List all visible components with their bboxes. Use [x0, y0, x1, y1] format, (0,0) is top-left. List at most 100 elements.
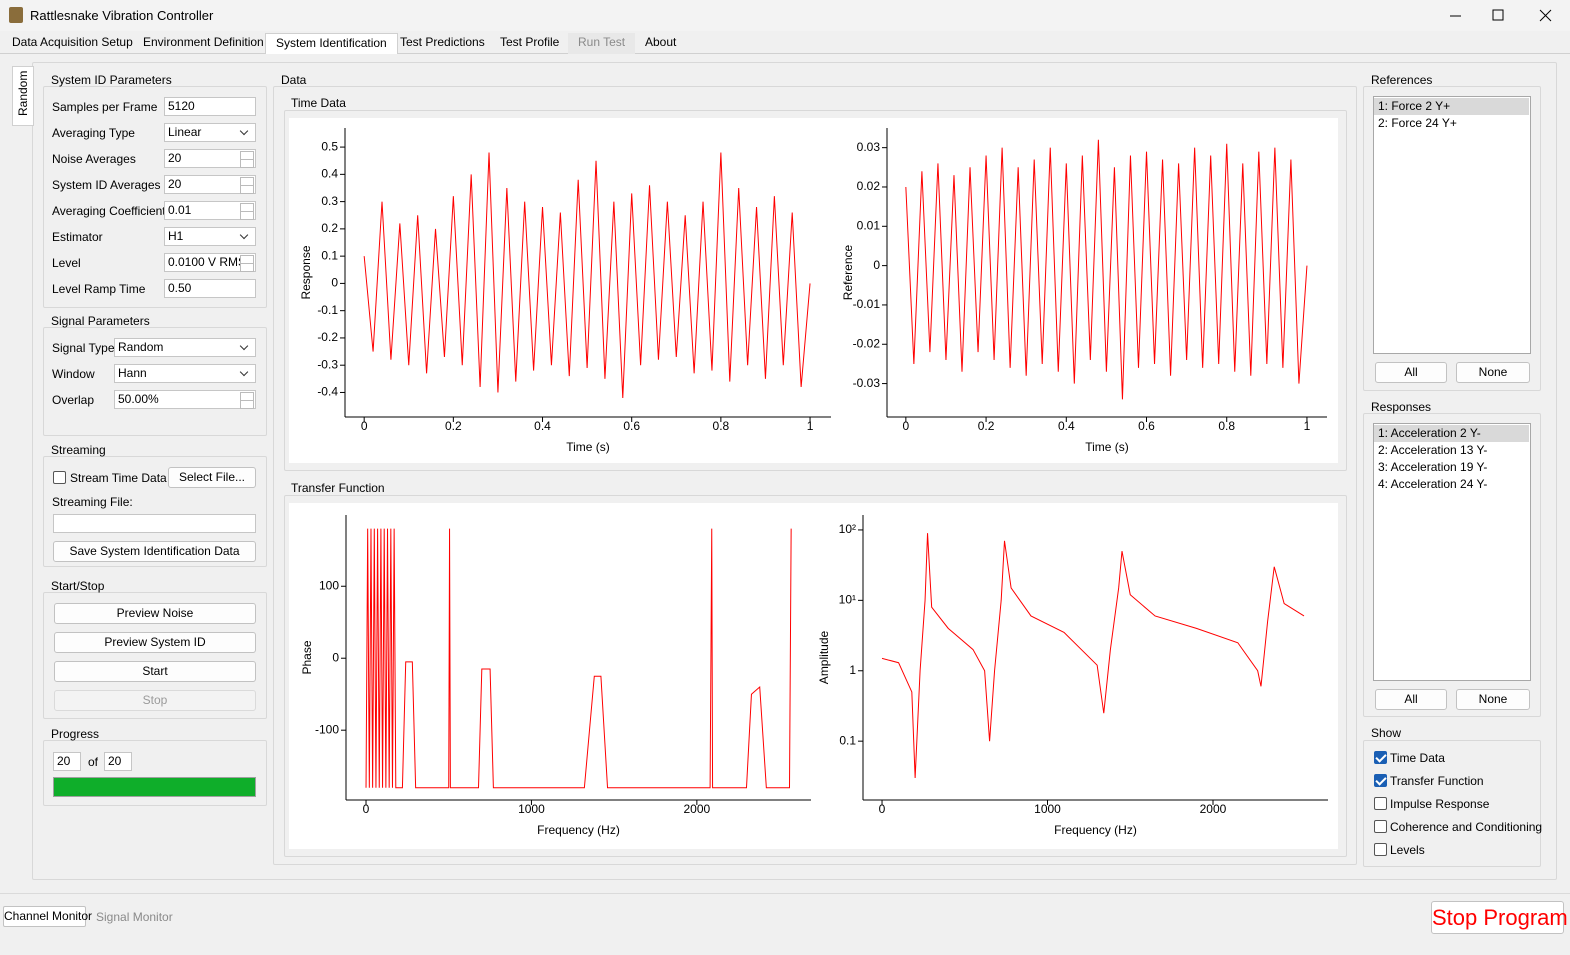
list-item[interactable]: 3: Acceleration 19 Y- [1378, 460, 1488, 474]
checkbox[interactable] [1374, 751, 1387, 764]
field-label: Overlap [52, 393, 95, 407]
combo-box[interactable]: H1 [164, 227, 256, 246]
combo-box[interactable]: Hann [114, 364, 256, 383]
y-tick-label: 10² [839, 522, 856, 536]
tab-selected[interactable]: System Identification [265, 33, 398, 54]
field-label: Averaging Coefficient [52, 204, 166, 218]
tab[interactable]: About [645, 35, 677, 49]
y-tick-label: 100 [319, 578, 339, 592]
spin-box[interactable]: 50.00% [114, 390, 256, 409]
group-box [43, 740, 267, 806]
text-input[interactable] [53, 514, 256, 533]
y-tick-label: 0 [331, 276, 338, 290]
x-tick-label: 0.4 [534, 419, 551, 433]
field-label: Noise Averages [52, 152, 136, 166]
window-controls[interactable] [1440, 6, 1565, 26]
x-axis-label: Frequency (Hz) [537, 823, 620, 837]
list-item[interactable]: 2: Acceleration 13 Y- [1378, 443, 1488, 457]
y-tick-label: 0.01 [857, 218, 881, 232]
data-line [881, 533, 1305, 779]
button[interactable]: Save System Identification Data [53, 541, 256, 562]
data-line [905, 139, 1308, 400]
button[interactable]: All [1375, 689, 1447, 710]
button[interactable]: Preview System ID [54, 632, 256, 653]
y-tick-label: -0.2 [317, 330, 338, 344]
list-box[interactable] [1373, 96, 1531, 354]
field-label: Level [52, 256, 81, 270]
tab[interactable]: Environment Definition [143, 35, 264, 49]
field-label: Window [52, 367, 95, 381]
field-label: Samples per Frame [52, 100, 158, 114]
tab[interactable]: Test Profile [500, 35, 560, 49]
button[interactable]: Select File... [168, 467, 256, 488]
field-label: Streaming File: [52, 495, 133, 509]
button[interactable]: None [1456, 362, 1530, 383]
list-item[interactable]: 1: Force 2 Y+ [1374, 98, 1529, 115]
side-tab[interactable] [12, 66, 34, 126]
button[interactable]: Preview Noise [54, 603, 256, 624]
y-tick-label: 0.03 [857, 140, 881, 154]
progress-bar [53, 777, 256, 797]
tab-disabled: Run Test [568, 33, 636, 54]
list-box[interactable] [1373, 423, 1531, 681]
button[interactable]: All [1375, 362, 1447, 383]
x-tick-label: 2000 [684, 802, 711, 816]
main-pane [32, 62, 1557, 880]
checkbox[interactable] [1374, 774, 1387, 787]
group-box [43, 327, 267, 436]
spin-box[interactable]: 0.01 [164, 201, 256, 220]
spin-box[interactable]: 0.0100 V RMS [164, 253, 256, 272]
group-title: Data [281, 73, 307, 87]
checkbox[interactable] [1374, 843, 1387, 856]
group-title: Start/Stop [51, 579, 105, 593]
checkbox-label: Coherence and Conditioning [1390, 820, 1543, 834]
tab[interactable]: Test Predictions [400, 35, 485, 49]
y-tick-label: 0 [873, 258, 880, 272]
group-title: References [1371, 73, 1433, 87]
spin-box[interactable]: 20 [164, 175, 256, 194]
group-box [1363, 413, 1541, 717]
group-title: Time Data [291, 96, 346, 110]
button-disabled: Stop [54, 690, 256, 711]
y-axis-label: Amplitude [817, 631, 831, 685]
y-tick-label: -0.3 [317, 357, 338, 371]
checkbox-label: Transfer Function [1390, 774, 1484, 788]
group-title: Responses [1371, 400, 1432, 414]
x-tick-label: 0 [361, 419, 368, 433]
y-tick-label: -0.4 [317, 385, 338, 399]
field-label: Estimator [52, 230, 103, 244]
group-title: Signal Parameters [51, 314, 150, 328]
tab[interactable]: Data Acquisition Setup [12, 35, 133, 49]
checkbox[interactable] [53, 471, 66, 484]
x-tick-label: 0.2 [445, 419, 462, 433]
x-tick-label: 0 [903, 419, 910, 433]
list-item[interactable]: 4: Acceleration 24 Y- [1378, 477, 1488, 491]
tab-disabled: Signal Monitor [96, 910, 173, 924]
y-tick-label: 0.1 [321, 248, 338, 262]
button[interactable]: Channel Monitor [3, 906, 92, 927]
group-title: System ID Parameters [51, 73, 172, 87]
text-input[interactable]: 5120 [164, 97, 256, 116]
button[interactable]: None [1456, 689, 1530, 710]
button[interactable]: Start [54, 661, 256, 682]
combo-box[interactable]: Random [114, 338, 256, 357]
y-axis-label: Phase [300, 640, 314, 674]
spin-box[interactable]: 20 [164, 149, 256, 168]
list-item[interactable]: 1: Acceleration 2 Y- [1374, 425, 1529, 442]
group-box [273, 86, 1357, 865]
group-box [284, 495, 1347, 857]
x-tick-label: 2000 [1200, 802, 1227, 816]
x-tick-label: 0.4 [1058, 419, 1075, 433]
field-label: System ID Averages [52, 178, 161, 192]
combo-box[interactable]: Linear [164, 123, 256, 142]
stop-program-button[interactable]: Stop Program [1431, 901, 1568, 934]
text-input[interactable]: 0.50 [164, 279, 256, 298]
group-box [284, 110, 1347, 471]
progress-total: 20 [104, 752, 132, 771]
x-tick-label: 0.8 [713, 419, 730, 433]
checkbox[interactable] [1374, 820, 1387, 833]
checkbox[interactable] [1374, 797, 1387, 810]
list-item[interactable]: 2: Force 24 Y+ [1378, 116, 1457, 130]
checkbox-label: Impulse Response [1390, 797, 1490, 811]
